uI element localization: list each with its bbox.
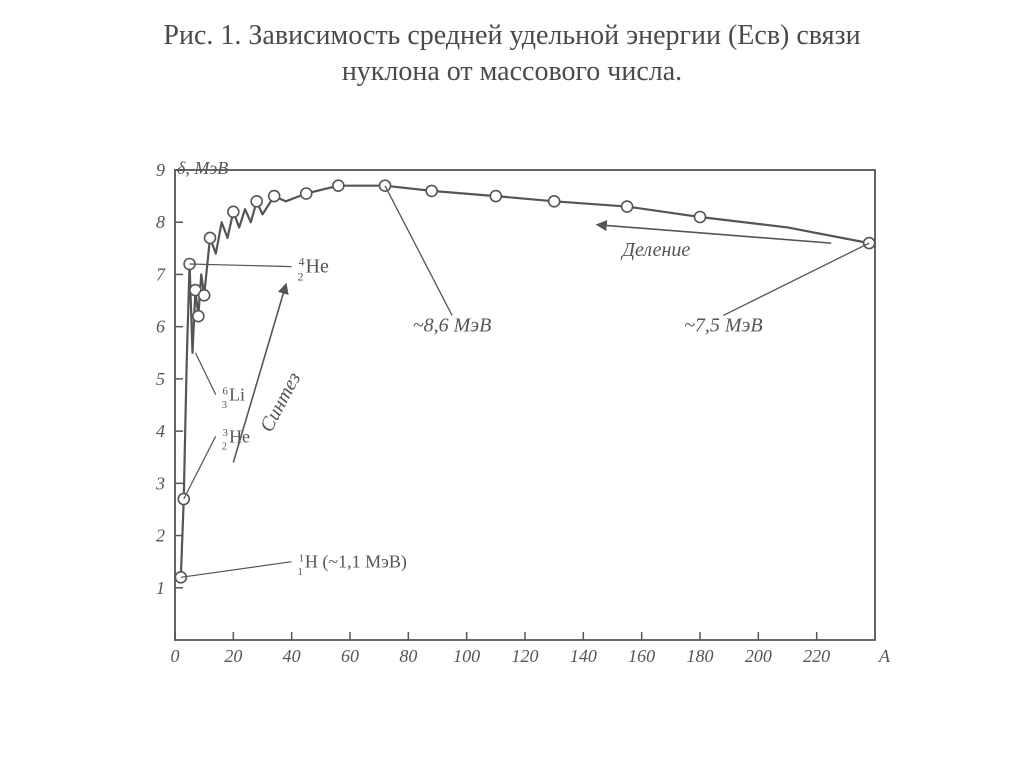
svg-text:5: 5: [156, 369, 165, 389]
svg-text:7: 7: [156, 264, 166, 284]
title-line2: нуклона от массового числа.: [342, 56, 682, 87]
svg-text:4: 4: [156, 421, 165, 441]
binding-energy-chart: 1 2 3 4 5 6 7 8 9 δ, МэВ 0 20 40 60 80 100 120 140 160 180 2…: [120, 160, 900, 690]
svg-text:120: 120: [512, 646, 539, 666]
svg-text:32He: 32He: [222, 426, 250, 452]
svg-text:8: 8: [156, 212, 165, 232]
figure-title: Рис. 1. Зависимость средней удельной эне…: [0, 18, 1024, 91]
svg-text:3: 3: [155, 473, 165, 493]
svg-text:140: 140: [570, 646, 597, 666]
svg-text:6: 6: [156, 317, 165, 337]
svg-text:160: 160: [628, 646, 655, 666]
svg-text:11H (~1,1 МэВ): 11H (~1,1 МэВ): [298, 552, 407, 578]
svg-text:20: 20: [224, 646, 242, 666]
svg-text:180: 180: [687, 646, 714, 666]
svg-text:80: 80: [399, 646, 417, 666]
svg-text:40: 40: [283, 646, 301, 666]
svg-text:200: 200: [745, 646, 772, 666]
svg-text:δ, МэВ: δ, МэВ: [177, 160, 228, 178]
svg-text:~7,5 МэВ: ~7,5 МэВ: [684, 314, 763, 336]
svg-text:100: 100: [453, 646, 480, 666]
svg-text:0: 0: [171, 646, 180, 666]
svg-text:Деление: Деление: [620, 239, 690, 261]
title-line1: Рис. 1. Зависимость средней удельной эне…: [163, 20, 860, 51]
svg-text:Синтез: Синтез: [256, 369, 306, 436]
svg-text:42He: 42He: [298, 255, 329, 284]
svg-text:9: 9: [156, 160, 165, 180]
svg-text:220: 220: [803, 646, 830, 666]
svg-text:63Li: 63Li: [222, 385, 245, 411]
svg-text:~8,6 МэВ: ~8,6 МэВ: [413, 314, 492, 336]
svg-text:A: A: [878, 646, 891, 666]
svg-text:2: 2: [156, 526, 165, 546]
svg-text:1: 1: [156, 578, 165, 598]
svg-text:60: 60: [341, 646, 359, 666]
